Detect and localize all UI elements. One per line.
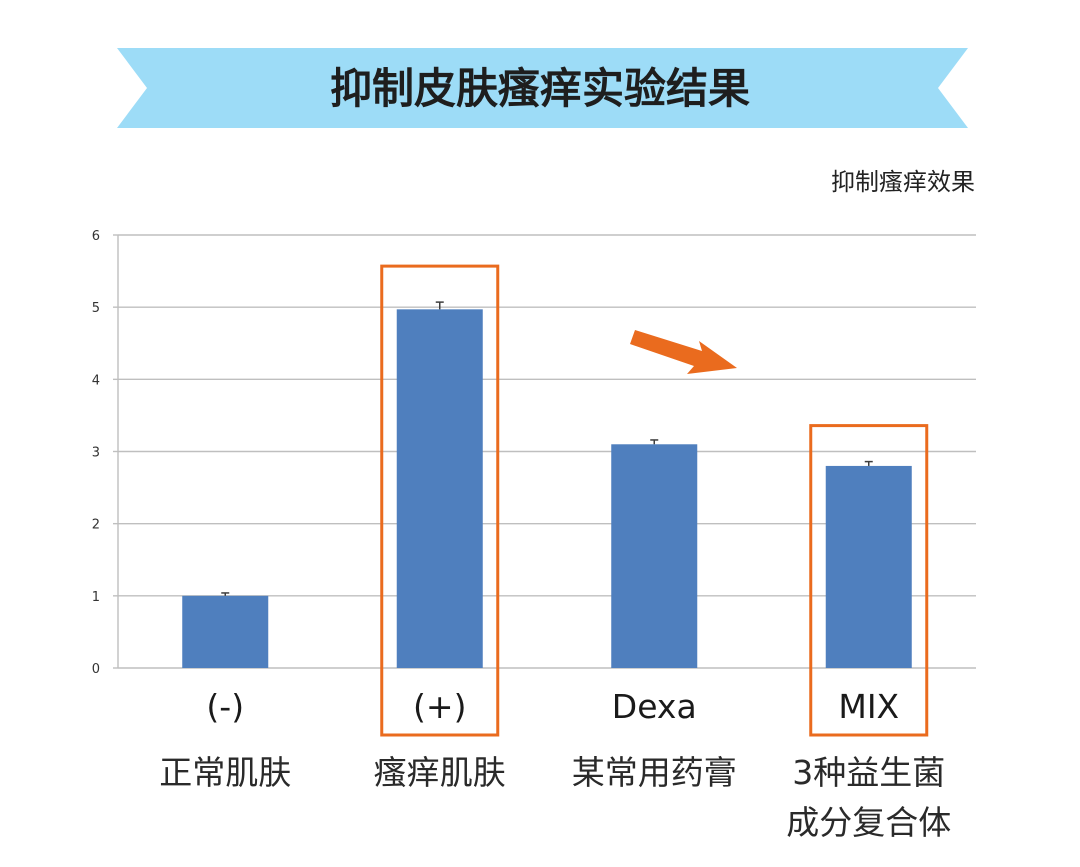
category-symbol-label: (+) bbox=[413, 687, 466, 726]
bar bbox=[396, 309, 483, 668]
chart-title: 抑制皮肤瘙痒实验结果 bbox=[330, 64, 750, 113]
category-symbol-label: (-) bbox=[206, 687, 244, 726]
bars bbox=[182, 301, 912, 668]
category-symbol-label: MIX bbox=[838, 687, 899, 726]
trend-arrow-icon bbox=[630, 330, 737, 374]
y-tick-label: 1 bbox=[92, 590, 100, 605]
category-name-label: 瘙痒肌肤 bbox=[374, 753, 506, 792]
category-name-label: 3种益生菌 bbox=[792, 753, 945, 792]
y-axis-label: 抑制瘙痒效果 bbox=[831, 168, 975, 196]
title-banner bbox=[117, 48, 968, 128]
bar bbox=[611, 444, 698, 668]
highlight-box bbox=[380, 264, 500, 737]
y-tick-label: 2 bbox=[92, 518, 100, 533]
category-name-label: 某常用药膏 bbox=[572, 753, 737, 792]
y-tick-label: 6 bbox=[92, 229, 100, 244]
category-name-label: 正常肌肤 bbox=[159, 753, 291, 792]
y-tick-label: 3 bbox=[92, 446, 100, 461]
y-tick-label: 4 bbox=[92, 373, 100, 388]
highlight-boxes bbox=[380, 264, 929, 737]
y-tick-label: 5 bbox=[92, 301, 100, 316]
bar bbox=[182, 595, 269, 668]
category-name-label: 成分复合体 bbox=[786, 803, 951, 842]
category-symbol-label: Dexa bbox=[612, 687, 697, 726]
bar bbox=[825, 465, 912, 668]
highlight-box bbox=[809, 424, 929, 737]
y-tick-label: 0 bbox=[92, 662, 100, 677]
